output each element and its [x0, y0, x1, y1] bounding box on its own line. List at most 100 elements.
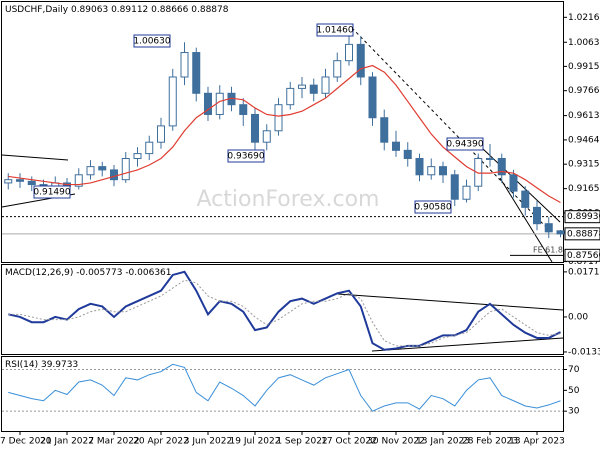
candle-body [180, 52, 189, 78]
y-tick-label: 0.87175 [568, 257, 600, 267]
candle-body [380, 117, 389, 143]
price-header: USDCHF,Daily 0.89063 0.89112 0.88666 0.8… [5, 5, 229, 15]
x-tick-label: 19 Jul 2022 [230, 437, 281, 447]
candle-body [403, 149, 412, 159]
candle-body [86, 166, 95, 176]
trendline [499, 177, 553, 263]
y-tick-label: 50 [568, 386, 580, 396]
candle-body [133, 153, 142, 159]
candle-body [4, 179, 13, 184]
annotation-box [133, 34, 171, 48]
candle-body [274, 104, 283, 132]
x-tick-label: 7 Mar 2022 [88, 437, 139, 447]
candle-body [286, 87, 295, 106]
candle-body [27, 180, 36, 186]
annotation: 0.94390 [446, 140, 483, 150]
high: 0.89112 [111, 5, 148, 15]
candle-body [415, 157, 424, 176]
moving-average [8, 64, 561, 204]
rsi-value: 39.9733 [41, 360, 78, 370]
candle-body [309, 84, 318, 94]
candle-body [239, 104, 248, 115]
candle-body [98, 166, 107, 171]
annotation: 0.91490 [33, 188, 70, 198]
x-tick-label: 17 Oct 2022 [321, 437, 377, 447]
macd-value: -0.005773 [76, 268, 122, 278]
candle-body [16, 179, 24, 182]
trendline [1, 154, 69, 161]
candle-body [215, 92, 224, 115]
title: MACD(12,26,9) [5, 268, 73, 278]
candle-body [121, 157, 130, 181]
annotation-box [414, 200, 452, 214]
x-tick-label: 28 Feb 2023 [462, 437, 518, 447]
annotation: 0.90580 [414, 203, 451, 213]
candle-body [497, 157, 506, 176]
trendline [351, 27, 546, 227]
candle-body [427, 166, 436, 176]
y-tick-label: 1.00630 [568, 38, 600, 48]
candle-body [521, 190, 530, 208]
candle-body [251, 113, 259, 143]
level-box [564, 210, 600, 224]
low: 0.88666 [151, 5, 188, 15]
macd-header: MACD(12,26,9) -0.005773 -0.006361 [5, 268, 172, 278]
candle-body [556, 230, 565, 235]
y-tick-label: 0.017176 [568, 267, 600, 277]
x-tick-label: 3 Jun 2022 [184, 437, 232, 447]
candle-body [110, 169, 118, 181]
candle-body [145, 141, 154, 155]
candle-body [439, 166, 447, 176]
x-tick-label: 20 Jan 2022 [40, 437, 94, 447]
macd-panel [1, 264, 564, 355]
x-tick-label: 7 Dec 2021 [0, 437, 52, 447]
x-tick-label: 13 Jan 2023 [416, 437, 470, 447]
annotation-box [446, 137, 484, 151]
annotation: 0.93690 [227, 152, 264, 162]
level-box [564, 248, 600, 262]
annotation-box [316, 23, 354, 37]
rsi-header: RSI(14) 39.9733 [5, 360, 78, 370]
trendline [481, 147, 561, 223]
close: 0.88878 [191, 5, 228, 15]
annotation: 1.01460 [316, 26, 353, 36]
y-tick-label: 0.00 [568, 312, 588, 322]
trendline [371, 337, 564, 352]
candle-body [192, 52, 201, 94]
price-panel [1, 1, 564, 263]
x-tick-label: 13 Apr 2023 [509, 437, 565, 447]
trendline [337, 293, 564, 311]
rsi-panel [1, 356, 564, 432]
candle-body [168, 76, 177, 127]
candle-body [368, 76, 377, 119]
series-line [8, 270, 561, 351]
candle-body [544, 223, 553, 233]
candle-body [321, 76, 330, 94]
last-price-box [564, 227, 600, 241]
annotation: FE 61.8 [533, 246, 563, 255]
candle-body [298, 84, 306, 89]
title: RSI(14) [5, 360, 38, 370]
annotation-box [227, 149, 265, 163]
y-tick-label: -0.01334 [568, 347, 600, 357]
candle-body [157, 125, 165, 143]
candle-body [74, 174, 83, 187]
candle-body [204, 92, 212, 115]
signal-value: -0.006361 [125, 268, 171, 278]
watermark: ActionForex.com [197, 187, 380, 212]
candle-body [262, 130, 271, 143]
candle-body [450, 174, 459, 200]
candle-body [486, 157, 494, 160]
trendlines [1, 27, 564, 352]
x-tick-label: 1 Sep 2022 [276, 437, 327, 447]
candle-body [356, 43, 365, 78]
candle-body [333, 60, 342, 78]
candle-body [509, 174, 518, 192]
candle-body [345, 43, 353, 62]
